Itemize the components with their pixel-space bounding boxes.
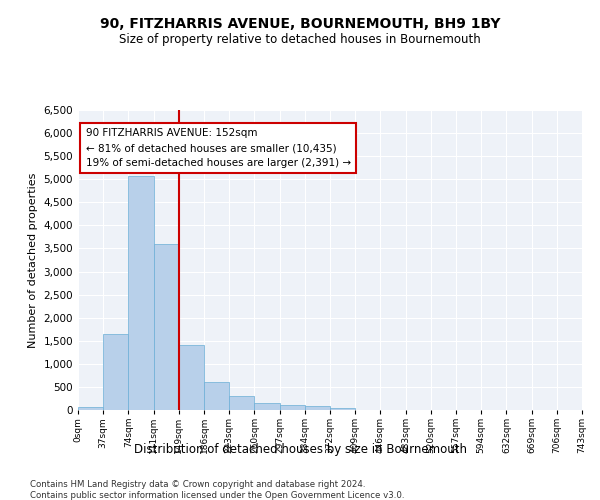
Bar [254, 403, 280, 410]
Bar [103, 334, 128, 410]
Text: 90 FITZHARRIS AVENUE: 152sqm
← 81% of detached houses are smaller (10,435)
19% o: 90 FITZHARRIS AVENUE: 152sqm ← 81% of de… [86, 128, 350, 168]
Bar [229, 396, 254, 410]
Bar [154, 244, 179, 410]
Text: Distribution of detached houses by size in Bournemouth: Distribution of detached houses by size … [133, 442, 467, 456]
Bar [280, 405, 305, 410]
Text: Contains HM Land Registry data © Crown copyright and database right 2024.: Contains HM Land Registry data © Crown c… [30, 480, 365, 489]
Bar [204, 382, 229, 410]
Y-axis label: Number of detached properties: Number of detached properties [28, 172, 38, 348]
Bar [179, 346, 204, 410]
Text: 90, FITZHARRIS AVENUE, BOURNEMOUTH, BH9 1BY: 90, FITZHARRIS AVENUE, BOURNEMOUTH, BH9 … [100, 18, 500, 32]
Bar [330, 408, 355, 410]
Bar [128, 176, 154, 410]
Text: Size of property relative to detached houses in Bournemouth: Size of property relative to detached ho… [119, 32, 481, 46]
Bar [78, 406, 103, 410]
Bar [305, 406, 330, 410]
Text: Contains public sector information licensed under the Open Government Licence v3: Contains public sector information licen… [30, 491, 404, 500]
